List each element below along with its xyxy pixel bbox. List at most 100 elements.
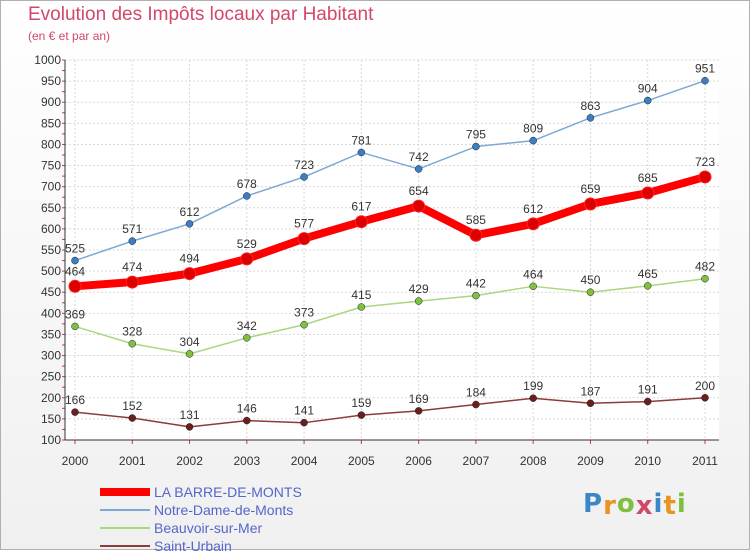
chart-legend: LA BARRE-DE-MONTS Notre-Dame-de-Monts Beau… xyxy=(100,483,302,555)
data-label-la-barre-de-monts: 617 xyxy=(351,200,371,214)
data-label-beauvoir-sur-mer: 429 xyxy=(409,282,429,296)
data-point-beauvoir-sur-mer xyxy=(71,322,79,331)
series-line-saint-urbain xyxy=(74,397,706,428)
data-point-saint-urbain xyxy=(643,397,652,406)
y-tick-label: 800 xyxy=(41,137,61,151)
x-tick-label: 2002 xyxy=(176,454,203,468)
data-label-beauvoir-sur-mer: 482 xyxy=(695,260,715,274)
legend-label: LA BARRE-DE-MONTS xyxy=(154,484,302,500)
data-point-saint-urbain xyxy=(472,400,480,409)
logo-letter: i xyxy=(676,489,687,519)
legend-item-notre-dame-de-monts: Notre-Dame-de-Monts xyxy=(100,501,302,519)
data-label-beauvoir-sur-mer: 373 xyxy=(294,306,314,320)
data-label-saint-urbain: 146 xyxy=(237,402,257,416)
series-line-beauvoir-sur-mer xyxy=(74,277,706,355)
x-tick-label: 2011 xyxy=(692,454,718,468)
data-label-beauvoir-sur-mer: 465 xyxy=(638,267,658,281)
data-point-saint-urbain xyxy=(128,414,137,422)
data-label-notre-dame-de-monts: 612 xyxy=(180,205,200,219)
data-label-beauvoir-sur-mer: 450 xyxy=(580,273,600,287)
data-label-notre-dame-de-monts: 863 xyxy=(580,99,600,113)
x-tick-label: 2000 xyxy=(62,454,89,468)
y-tick-label: 850 xyxy=(41,116,61,130)
data-point-notre-dame-de-monts xyxy=(300,173,308,181)
y-tick-label: 200 xyxy=(41,391,61,405)
data-point-la-barre-de-monts xyxy=(68,279,82,293)
data-label-beauvoir-sur-mer: 369 xyxy=(65,307,85,321)
y-tick-label: 650 xyxy=(41,201,61,215)
data-label-la-barre-de-monts: 685 xyxy=(638,171,658,185)
proxiti-logo: Proxiti xyxy=(583,489,687,521)
data-point-notre-dame-de-monts xyxy=(185,220,194,228)
data-label-notre-dame-de-monts: 951 xyxy=(695,62,715,76)
data-label-notre-dame-de-monts: 525 xyxy=(65,242,85,256)
y-tick-label: 1000 xyxy=(34,53,61,67)
x-tick-label: 2001 xyxy=(119,454,146,468)
x-tick-label: 2005 xyxy=(348,454,375,468)
data-point-la-barre-de-monts xyxy=(125,275,139,289)
data-label-beauvoir-sur-mer: 342 xyxy=(237,319,257,333)
x-tick-label: 2004 xyxy=(291,454,318,468)
data-point-saint-urbain xyxy=(243,416,251,425)
plot-area xyxy=(65,60,719,440)
data-label-beauvoir-sur-mer: 442 xyxy=(466,277,486,291)
data-label-la-barre-de-monts: 654 xyxy=(409,184,429,198)
data-label-beauvoir-sur-mer: 464 xyxy=(523,267,543,281)
data-point-saint-urbain xyxy=(701,394,709,402)
data-label-notre-dame-de-monts: 904 xyxy=(638,82,658,96)
data-label-notre-dame-de-monts: 742 xyxy=(409,150,429,164)
data-label-la-barre-de-monts: 585 xyxy=(466,213,486,227)
data-point-beauvoir-sur-mer xyxy=(643,282,652,290)
chart-subtitle: (en € et par an) xyxy=(28,29,111,43)
x-tick-label: 2008 xyxy=(520,454,547,468)
legend-swatch xyxy=(100,545,150,547)
y-tick-label: 450 xyxy=(41,285,61,299)
data-label-saint-urbain: 166 xyxy=(65,393,85,407)
legend-item-la-barre-de-monts: LA BARRE-DE-MONTS xyxy=(100,483,302,501)
data-label-saint-urbain: 131 xyxy=(180,408,200,422)
data-point-notre-dame-de-monts xyxy=(128,237,137,245)
data-point-beauvoir-sur-mer xyxy=(529,282,537,291)
data-point-notre-dame-de-monts xyxy=(529,136,537,145)
data-point-saint-urbain xyxy=(185,423,194,431)
data-point-la-barre-de-monts xyxy=(641,186,655,200)
data-label-saint-urbain: 184 xyxy=(466,386,486,400)
data-label-beauvoir-sur-mer: 328 xyxy=(122,325,142,339)
x-tick-label: 2010 xyxy=(634,454,661,468)
logo-letter: t xyxy=(663,491,677,521)
data-point-beauvoir-sur-mer xyxy=(472,291,480,300)
data-point-saint-urbain xyxy=(300,418,308,427)
data-label-saint-urbain: 159 xyxy=(351,396,371,410)
legend-label: Saint-Urbain xyxy=(154,538,232,554)
data-point-la-barre-de-monts xyxy=(583,197,597,211)
data-point-beauvoir-sur-mer xyxy=(300,320,308,329)
data-point-notre-dame-de-monts xyxy=(357,148,366,157)
data-point-la-barre-de-monts xyxy=(469,228,483,242)
data-label-notre-dame-de-monts: 809 xyxy=(523,122,543,136)
data-label-notre-dame-de-monts: 678 xyxy=(237,177,257,191)
data-label-notre-dame-de-monts: 723 xyxy=(294,158,314,172)
data-point-beauvoir-sur-mer xyxy=(357,303,366,311)
data-point-saint-urbain xyxy=(71,408,79,416)
data-label-la-barre-de-monts: 612 xyxy=(523,202,543,216)
legend-label: Notre-Dame-de-Monts xyxy=(154,502,294,518)
data-label-beauvoir-sur-mer: 304 xyxy=(180,335,200,349)
data-point-saint-urbain xyxy=(586,399,595,408)
data-point-notre-dame-de-monts xyxy=(472,142,480,151)
y-tick-label: 250 xyxy=(41,370,61,384)
logo-letter: P xyxy=(583,489,604,519)
logo-letter: x xyxy=(635,491,654,521)
x-tick-label: 2007 xyxy=(463,454,490,468)
data-label-la-barre-de-monts: 474 xyxy=(122,260,142,274)
data-point-la-barre-de-monts xyxy=(412,199,426,213)
data-label-la-barre-de-monts: 494 xyxy=(180,252,200,266)
data-point-notre-dame-de-monts xyxy=(701,76,709,85)
data-label-saint-urbain: 169 xyxy=(409,392,429,406)
data-point-la-barre-de-monts xyxy=(526,217,540,231)
logo-letter: i xyxy=(653,489,664,519)
x-tick-label: 2006 xyxy=(405,454,432,468)
data-label-saint-urbain: 199 xyxy=(523,379,543,393)
data-point-saint-urbain xyxy=(529,394,537,402)
series-line-notre-dame-de-monts xyxy=(74,79,706,262)
